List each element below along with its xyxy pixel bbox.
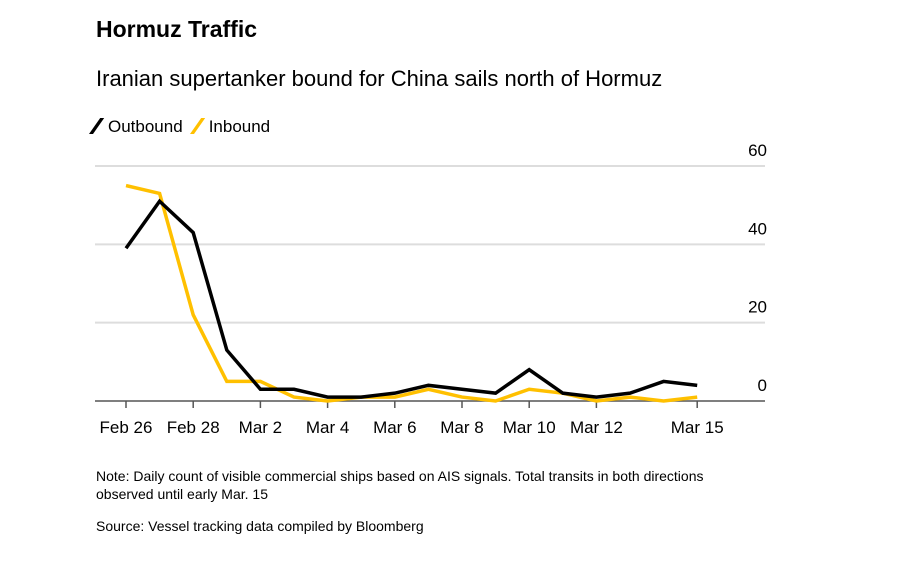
legend-label-inbound: Inbound (208, 117, 271, 136)
legend-item-outbound: Outbound (88, 116, 183, 137)
x-tick-label: Mar 12 (570, 418, 623, 437)
x-tick-label: Mar 2 (239, 418, 282, 437)
y-tick-label: 20 (748, 298, 767, 317)
chart-note: Note: Daily count of visible commercial … (96, 468, 704, 502)
x-tick-label: Mar 4 (306, 418, 349, 437)
x-tick-label: Mar 8 (440, 418, 483, 437)
legend-label-outbound: Outbound (108, 117, 183, 136)
x-tick-label: Feb 26 (100, 418, 153, 437)
chart-source: Source: Vessel tracking data compiled by… (96, 518, 424, 534)
series-line-outbound (124, 198, 698, 399)
chart-subtitle: Iranian supertanker bound for China sail… (96, 66, 663, 91)
x-tick-label: Mar 15 (671, 418, 724, 437)
y-tick-label: 60 (748, 141, 767, 160)
y-tick-label: 40 (748, 219, 767, 238)
x-tick-label: Mar 10 (503, 418, 556, 437)
chart-title: Hormuz Traffic (96, 16, 258, 42)
legend: Outbound Inbound (88, 116, 271, 137)
x-tick-label: Feb 28 (167, 418, 220, 437)
legend-item-inbound: Inbound (189, 116, 271, 137)
x-tick-label: Mar 6 (373, 418, 416, 437)
y-tick-label: 0 (758, 376, 767, 395)
series-line-inbound (125, 183, 698, 403)
